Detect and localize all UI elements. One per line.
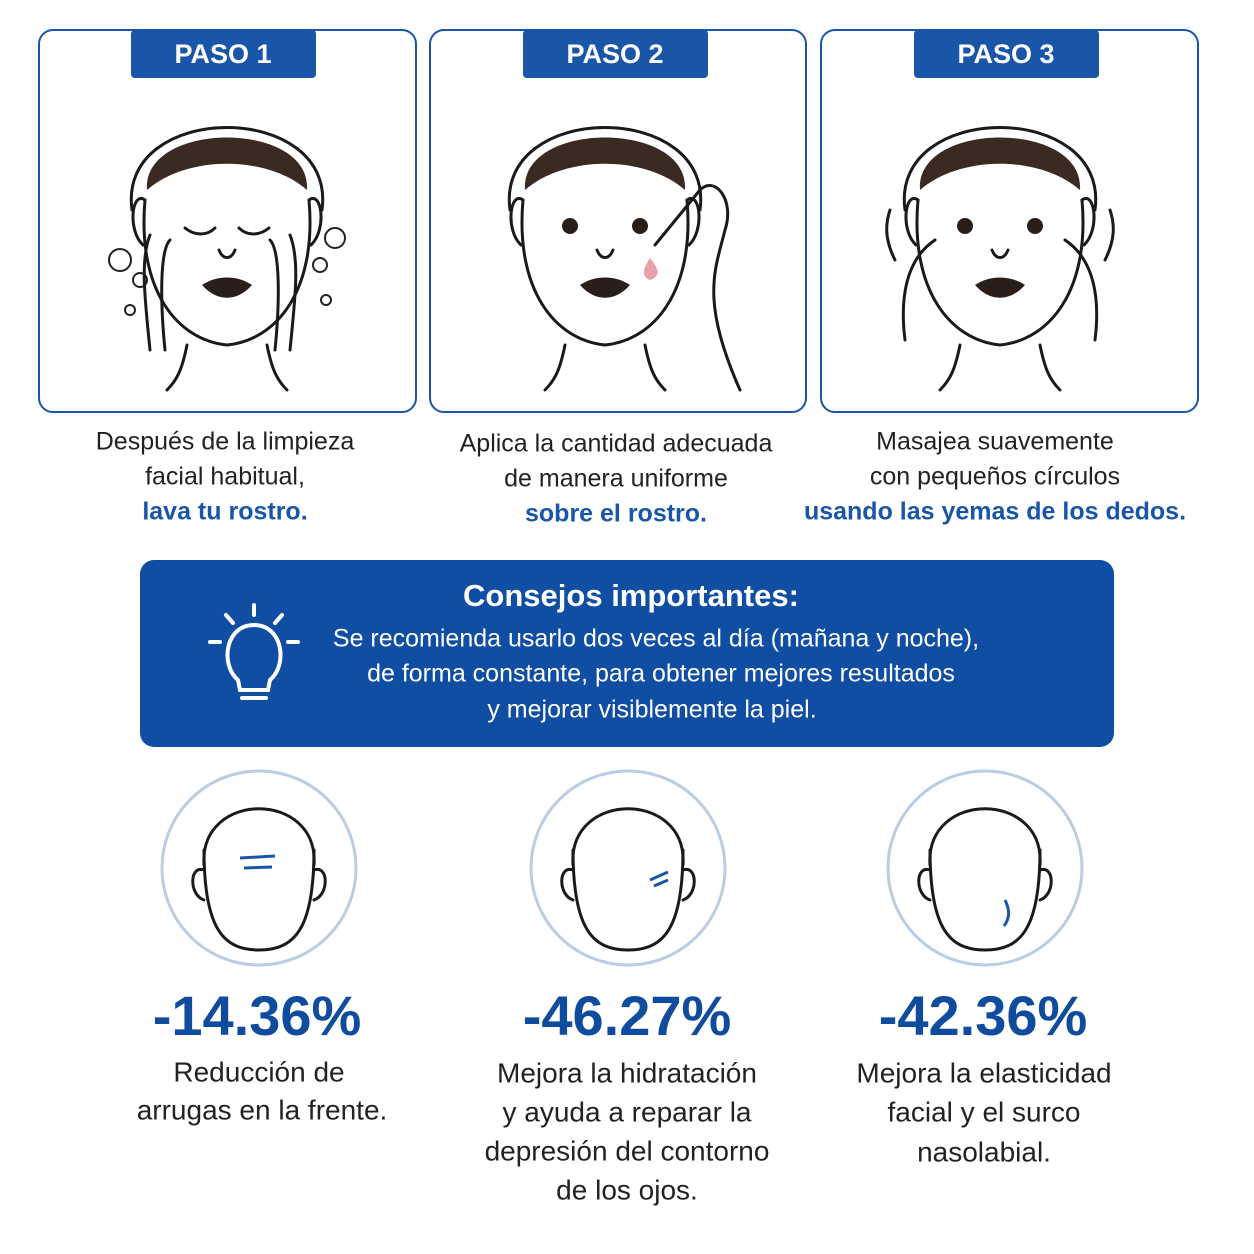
step-highlight: usando las yemas de los dedos. xyxy=(804,498,1186,526)
hand-dropper xyxy=(653,184,742,392)
step-caption: Después de la limpieza xyxy=(96,428,355,456)
result-line: y ayuda a reparar la xyxy=(502,1096,751,1127)
bulb-icon xyxy=(208,603,300,700)
step-caption: facial habitual, xyxy=(145,463,305,491)
result-line: Reducción de xyxy=(173,1056,344,1087)
result-icons xyxy=(160,769,1084,967)
step-3: PASO 3 xyxy=(820,29,1199,413)
step-caption: de manera uniforme xyxy=(504,465,728,493)
step-label: PASO 3 xyxy=(957,39,1054,69)
step-tab xyxy=(523,30,708,78)
step-caption: Aplica la cantidad adecuada xyxy=(460,430,773,458)
tips-title: Consejos importantes: xyxy=(463,578,799,613)
result-line: Mejora la hidratación xyxy=(497,1057,757,1088)
step-box xyxy=(820,29,1199,413)
icon-circle xyxy=(886,769,1084,967)
step-tab xyxy=(131,30,316,78)
step-tab xyxy=(914,30,1099,78)
step-label: PASO 1 xyxy=(174,39,271,69)
closed-eyes xyxy=(183,226,271,236)
hands xyxy=(142,233,298,352)
tips-line: de forma constante, para obtener mejores… xyxy=(367,660,955,688)
step-caption: con pequeños círculos xyxy=(870,463,1120,491)
result-value: -14.36% xyxy=(153,984,362,1047)
icon-circle xyxy=(529,769,727,967)
tips-line: y mejorar visiblemente la piel. xyxy=(487,696,816,724)
tips-box xyxy=(140,560,1114,747)
step-highlight: sobre el rostro. xyxy=(525,500,707,528)
step-1: PASO 1 xyxy=(38,29,417,413)
result-line: depresión del contorno xyxy=(485,1135,770,1166)
eye-mark xyxy=(649,870,669,888)
result-line: arrugas en la frente. xyxy=(137,1094,388,1125)
result-line: facial y el surco xyxy=(888,1096,1081,1127)
hands xyxy=(885,208,1115,342)
result-line: nasolabial. xyxy=(917,1136,1051,1167)
cheek-mark xyxy=(1002,899,1011,927)
drop xyxy=(643,258,658,280)
bubbles xyxy=(108,227,346,316)
step-label: PASO 2 xyxy=(566,39,663,69)
step-caption: Masajea suavemente xyxy=(876,428,1114,456)
result-value: -42.36% xyxy=(879,984,1088,1047)
step-2: PASO 2 xyxy=(429,29,807,413)
eyes xyxy=(957,218,1043,234)
result-line: de los ojos. xyxy=(556,1174,698,1205)
tips-line: Se recomienda usarlo dos veces al día (m… xyxy=(333,625,979,653)
forehead-mark xyxy=(239,854,276,870)
step-box xyxy=(38,29,417,413)
result-value: -46.27% xyxy=(523,984,732,1047)
step-highlight: lava tu rostro. xyxy=(142,498,307,526)
eyes xyxy=(562,218,648,234)
result-line: Mejora la elasticidad xyxy=(856,1057,1111,1088)
step-box xyxy=(429,29,807,413)
